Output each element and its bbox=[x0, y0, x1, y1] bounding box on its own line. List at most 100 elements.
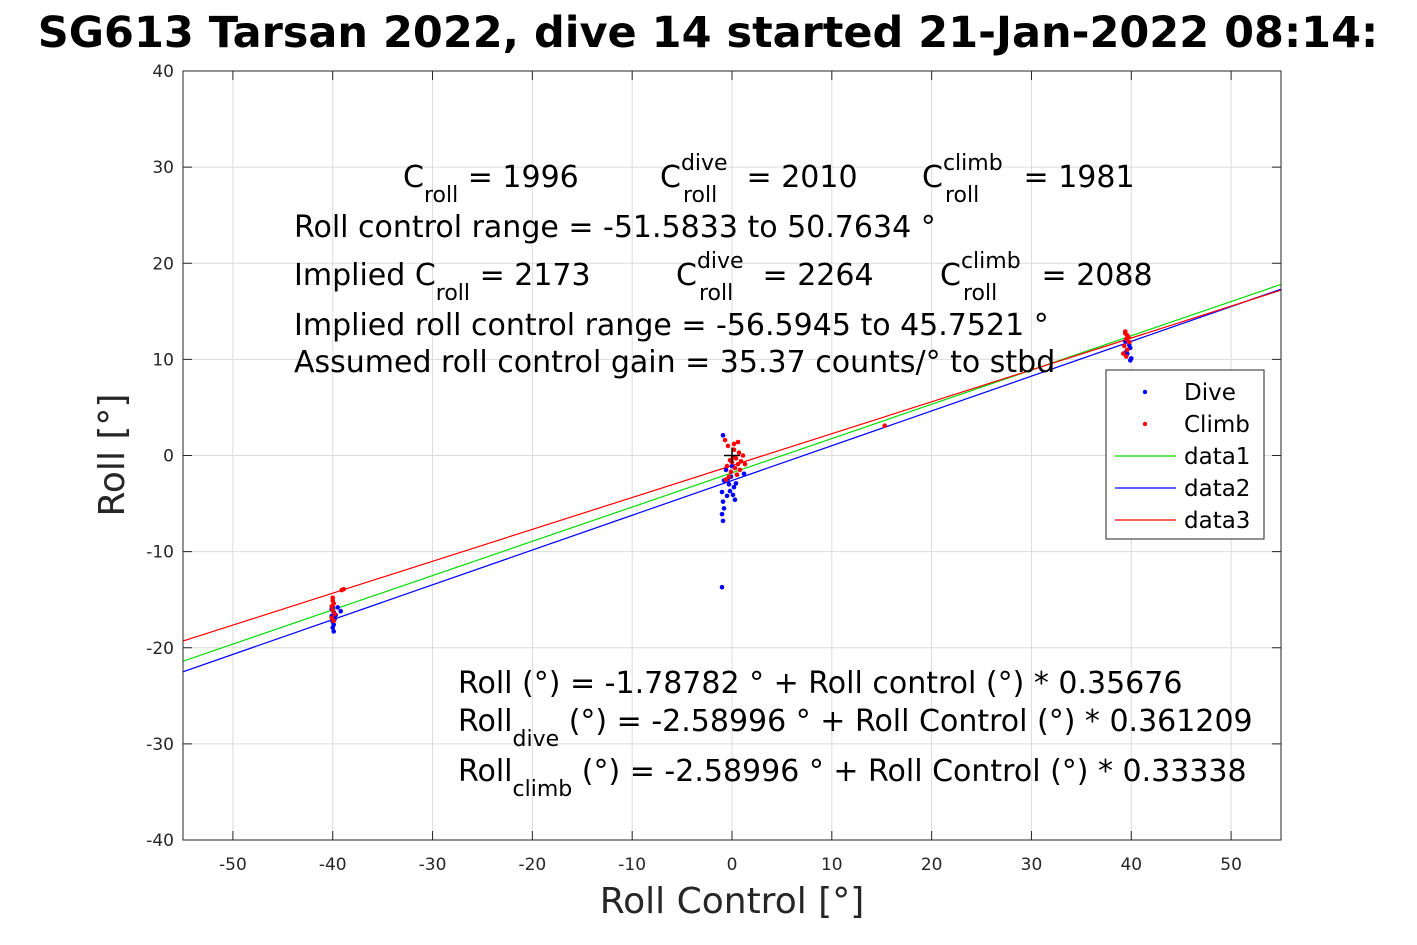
x-axis-label: Roll Control [°] bbox=[600, 881, 865, 922]
point-climb bbox=[1125, 334, 1131, 340]
fit-climb-prefix: Roll bbox=[458, 754, 513, 789]
x-tick-label: 0 bbox=[727, 855, 738, 875]
point-climb bbox=[742, 461, 748, 467]
point-climb bbox=[1126, 339, 1132, 345]
c-climb-superscript: climb bbox=[943, 151, 1003, 176]
point-climb bbox=[722, 437, 728, 443]
point-climb bbox=[882, 423, 888, 429]
point-climb bbox=[329, 604, 335, 609]
point-climb bbox=[1124, 347, 1130, 353]
legend-marker-dive bbox=[1142, 389, 1148, 395]
point-climb bbox=[734, 472, 740, 478]
x-tick-label: -20 bbox=[518, 855, 546, 875]
chart-title: SG613 Tarsan 2022, dive 14 started 21-Ja… bbox=[38, 8, 1378, 58]
c-dive-symbol: C bbox=[660, 160, 681, 195]
point-climb bbox=[735, 461, 741, 467]
point-dive bbox=[720, 499, 726, 504]
implied-c-climb-subscript: roll bbox=[963, 281, 997, 306]
point-climb bbox=[735, 439, 741, 445]
x-tick-label: 10 bbox=[821, 855, 843, 875]
fit-climb-rest: (°) = -2.58996 ° + Roll Control (°) * 0.… bbox=[572, 754, 1246, 789]
point-dive bbox=[719, 511, 725, 517]
y-tick-label: -30 bbox=[146, 735, 174, 755]
point-climb bbox=[1123, 354, 1129, 359]
legend-label-data3: data3 bbox=[1184, 508, 1250, 534]
point-climb bbox=[1120, 351, 1126, 356]
x-tick-label: 40 bbox=[1120, 855, 1142, 875]
y-tick-label: 10 bbox=[152, 350, 174, 370]
point-climb bbox=[1121, 343, 1127, 349]
point-dive bbox=[330, 625, 336, 630]
c-dive-value: = 2010 bbox=[737, 160, 858, 195]
point-dive bbox=[733, 481, 739, 486]
x-tick-label: -10 bbox=[618, 855, 646, 875]
point-dive bbox=[338, 608, 344, 614]
point-climb bbox=[330, 607, 336, 613]
c-roll-subscript: roll bbox=[424, 183, 458, 208]
fit-dive-prefix: Roll bbox=[458, 704, 513, 739]
c-climb-value: = 1981 bbox=[1014, 160, 1135, 195]
y-tick-label: -10 bbox=[146, 543, 174, 563]
c-roll-symbol: C bbox=[403, 160, 424, 195]
point-climb bbox=[731, 447, 737, 453]
axis-ticks: -50 -40 -30 -20 -10 0 10 20 30 40 50 -40 -30 -20 -10 0 1… bbox=[146, 62, 1281, 875]
fit-dive-subscript: dive bbox=[513, 727, 560, 752]
implied-c-roll-symbol: Implied C bbox=[294, 258, 436, 293]
implied-c-roll-value: = 2173 bbox=[470, 258, 591, 293]
fit-equation-all: Roll (°) = -1.78782 ° + Roll control (°)… bbox=[458, 666, 1182, 701]
fit-equation-dive: Rolldive (°) = -2.58996 ° + Roll Control… bbox=[458, 704, 1253, 752]
point-dive bbox=[727, 488, 733, 494]
point-climb bbox=[736, 450, 742, 455]
point-climb bbox=[731, 441, 737, 447]
point-dive bbox=[720, 518, 726, 524]
point-dive bbox=[721, 506, 727, 511]
y-tick-label: 40 bbox=[152, 62, 174, 82]
point-climb bbox=[723, 477, 729, 482]
point-climb bbox=[728, 469, 734, 475]
legend-label-dive: Dive bbox=[1184, 380, 1236, 406]
point-climb bbox=[1122, 331, 1128, 336]
c-climb-symbol: C bbox=[922, 160, 943, 195]
y-tick-label: 30 bbox=[152, 158, 174, 178]
point-climb bbox=[725, 443, 731, 449]
implied-c-dive-value: = 2264 bbox=[753, 258, 874, 293]
point-dive bbox=[720, 433, 726, 438]
point-climb bbox=[332, 611, 338, 617]
point-dive bbox=[741, 471, 747, 477]
implied-c-climb-superscript: climb bbox=[961, 249, 1021, 274]
implied-c-dive-symbol: C bbox=[676, 258, 697, 293]
point-climb bbox=[740, 453, 746, 458]
point-dive bbox=[719, 489, 725, 495]
point-dive bbox=[724, 493, 730, 499]
x-tick-label: 20 bbox=[921, 855, 943, 875]
implied-c-climb-symbol: C bbox=[940, 258, 961, 293]
point-climb bbox=[732, 465, 738, 471]
annotation-control-gain: Assumed roll control gain = 35.37 counts… bbox=[294, 345, 1055, 380]
point-climb bbox=[724, 463, 730, 469]
point-dive bbox=[726, 482, 732, 487]
x-tick-label: -40 bbox=[319, 855, 347, 875]
x-tick-label: -50 bbox=[219, 855, 247, 875]
y-tick-label: 20 bbox=[152, 254, 174, 274]
point-climb bbox=[339, 587, 345, 593]
fit-climb-subscript: climb bbox=[513, 777, 573, 802]
annotation-implied-c-values: Implied Croll = 2173 Cdive roll = 2264 Cc… bbox=[294, 249, 1153, 306]
c-dive-subscript: roll bbox=[683, 183, 717, 208]
x-tick-label: 50 bbox=[1220, 855, 1242, 875]
legend-label-climb: Climb bbox=[1184, 412, 1250, 438]
point-climb bbox=[738, 458, 744, 464]
c-climb-subscript: roll bbox=[945, 183, 979, 208]
implied-c-roll-subscript: roll bbox=[436, 281, 470, 306]
x-tick-label: -30 bbox=[419, 855, 447, 875]
fit-equation-climb: Rollclimb (°) = -2.58996 ° + Roll Contro… bbox=[458, 754, 1247, 802]
series-line-data2 bbox=[183, 288, 1281, 673]
c-roll-value: = 1996 bbox=[458, 160, 579, 195]
point-climb bbox=[331, 618, 337, 624]
c-dive-superscript: dive bbox=[681, 151, 728, 176]
point-dive bbox=[723, 467, 729, 473]
legend-label-data1: data1 bbox=[1184, 444, 1250, 470]
y-axis-label: Roll [°] bbox=[92, 394, 133, 517]
annotation-c-values: Croll = 1996 Cdive roll = 2010 Cclimb roll… bbox=[403, 151, 1135, 208]
y-tick-label: -20 bbox=[146, 639, 174, 659]
